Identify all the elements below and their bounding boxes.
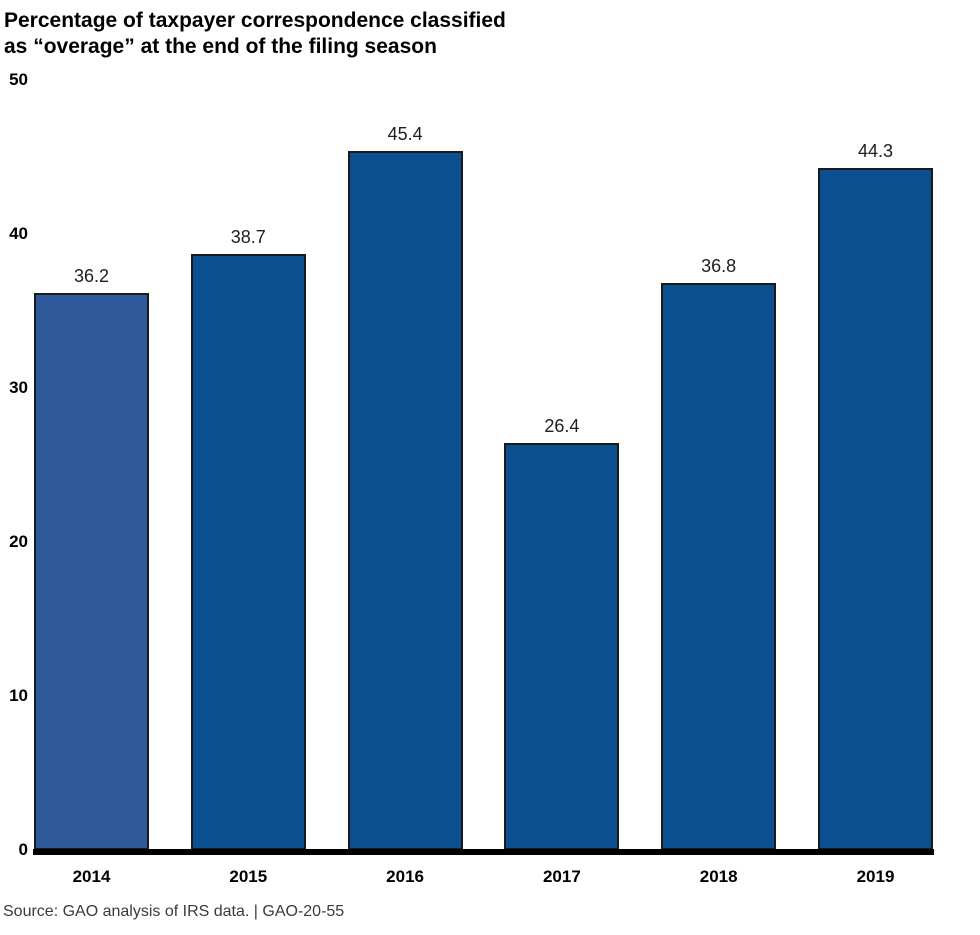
bar-2019 (818, 167, 933, 850)
bar-2015 (190, 254, 306, 850)
bar-value-label: 36.8 (701, 256, 737, 277)
y-tick-label: 20 (9, 532, 28, 551)
bar-value-label: 38.7 (230, 227, 266, 248)
bar-value-label: 36.2 (73, 265, 110, 286)
chart-title: Percentage of taxpayer correspondence cl… (4, 8, 506, 60)
y-tick-label: 0 (18, 840, 28, 859)
bar-2016 (347, 150, 463, 850)
y-tick-label: 10 (9, 686, 28, 705)
x-tick-label-2019: 2019 (856, 867, 895, 886)
source-note: Source: GAO analysis of IRS data. | GAO-… (3, 903, 345, 920)
x-tick-label-2014: 2014 (72, 867, 111, 886)
x-axis-line (33, 849, 934, 855)
x-tick-label-2015: 2015 (229, 867, 268, 886)
bar-value-label: 44.3 (857, 140, 894, 161)
x-tick-label-2018: 2018 (699, 867, 738, 886)
x-tick-label-2016: 2016 (386, 867, 424, 886)
bar-2018 (661, 283, 777, 850)
bar-2017 (504, 443, 620, 850)
y-tick-label: 50 (9, 70, 28, 89)
y-tick-label: 40 (9, 224, 28, 243)
bar-value-label: 26.4 (544, 416, 580, 437)
x-tick-label-2017: 2017 (542, 867, 581, 886)
bar-value-label: 45.4 (387, 123, 423, 144)
bar-2014 (34, 292, 149, 850)
chart-title-line-1: Percentage of taxpayer correspondence cl… (4, 9, 506, 32)
chart-title-line-2: as “overage” at the end of the filing se… (4, 35, 437, 58)
y-tick-label: 30 (9, 378, 28, 397)
